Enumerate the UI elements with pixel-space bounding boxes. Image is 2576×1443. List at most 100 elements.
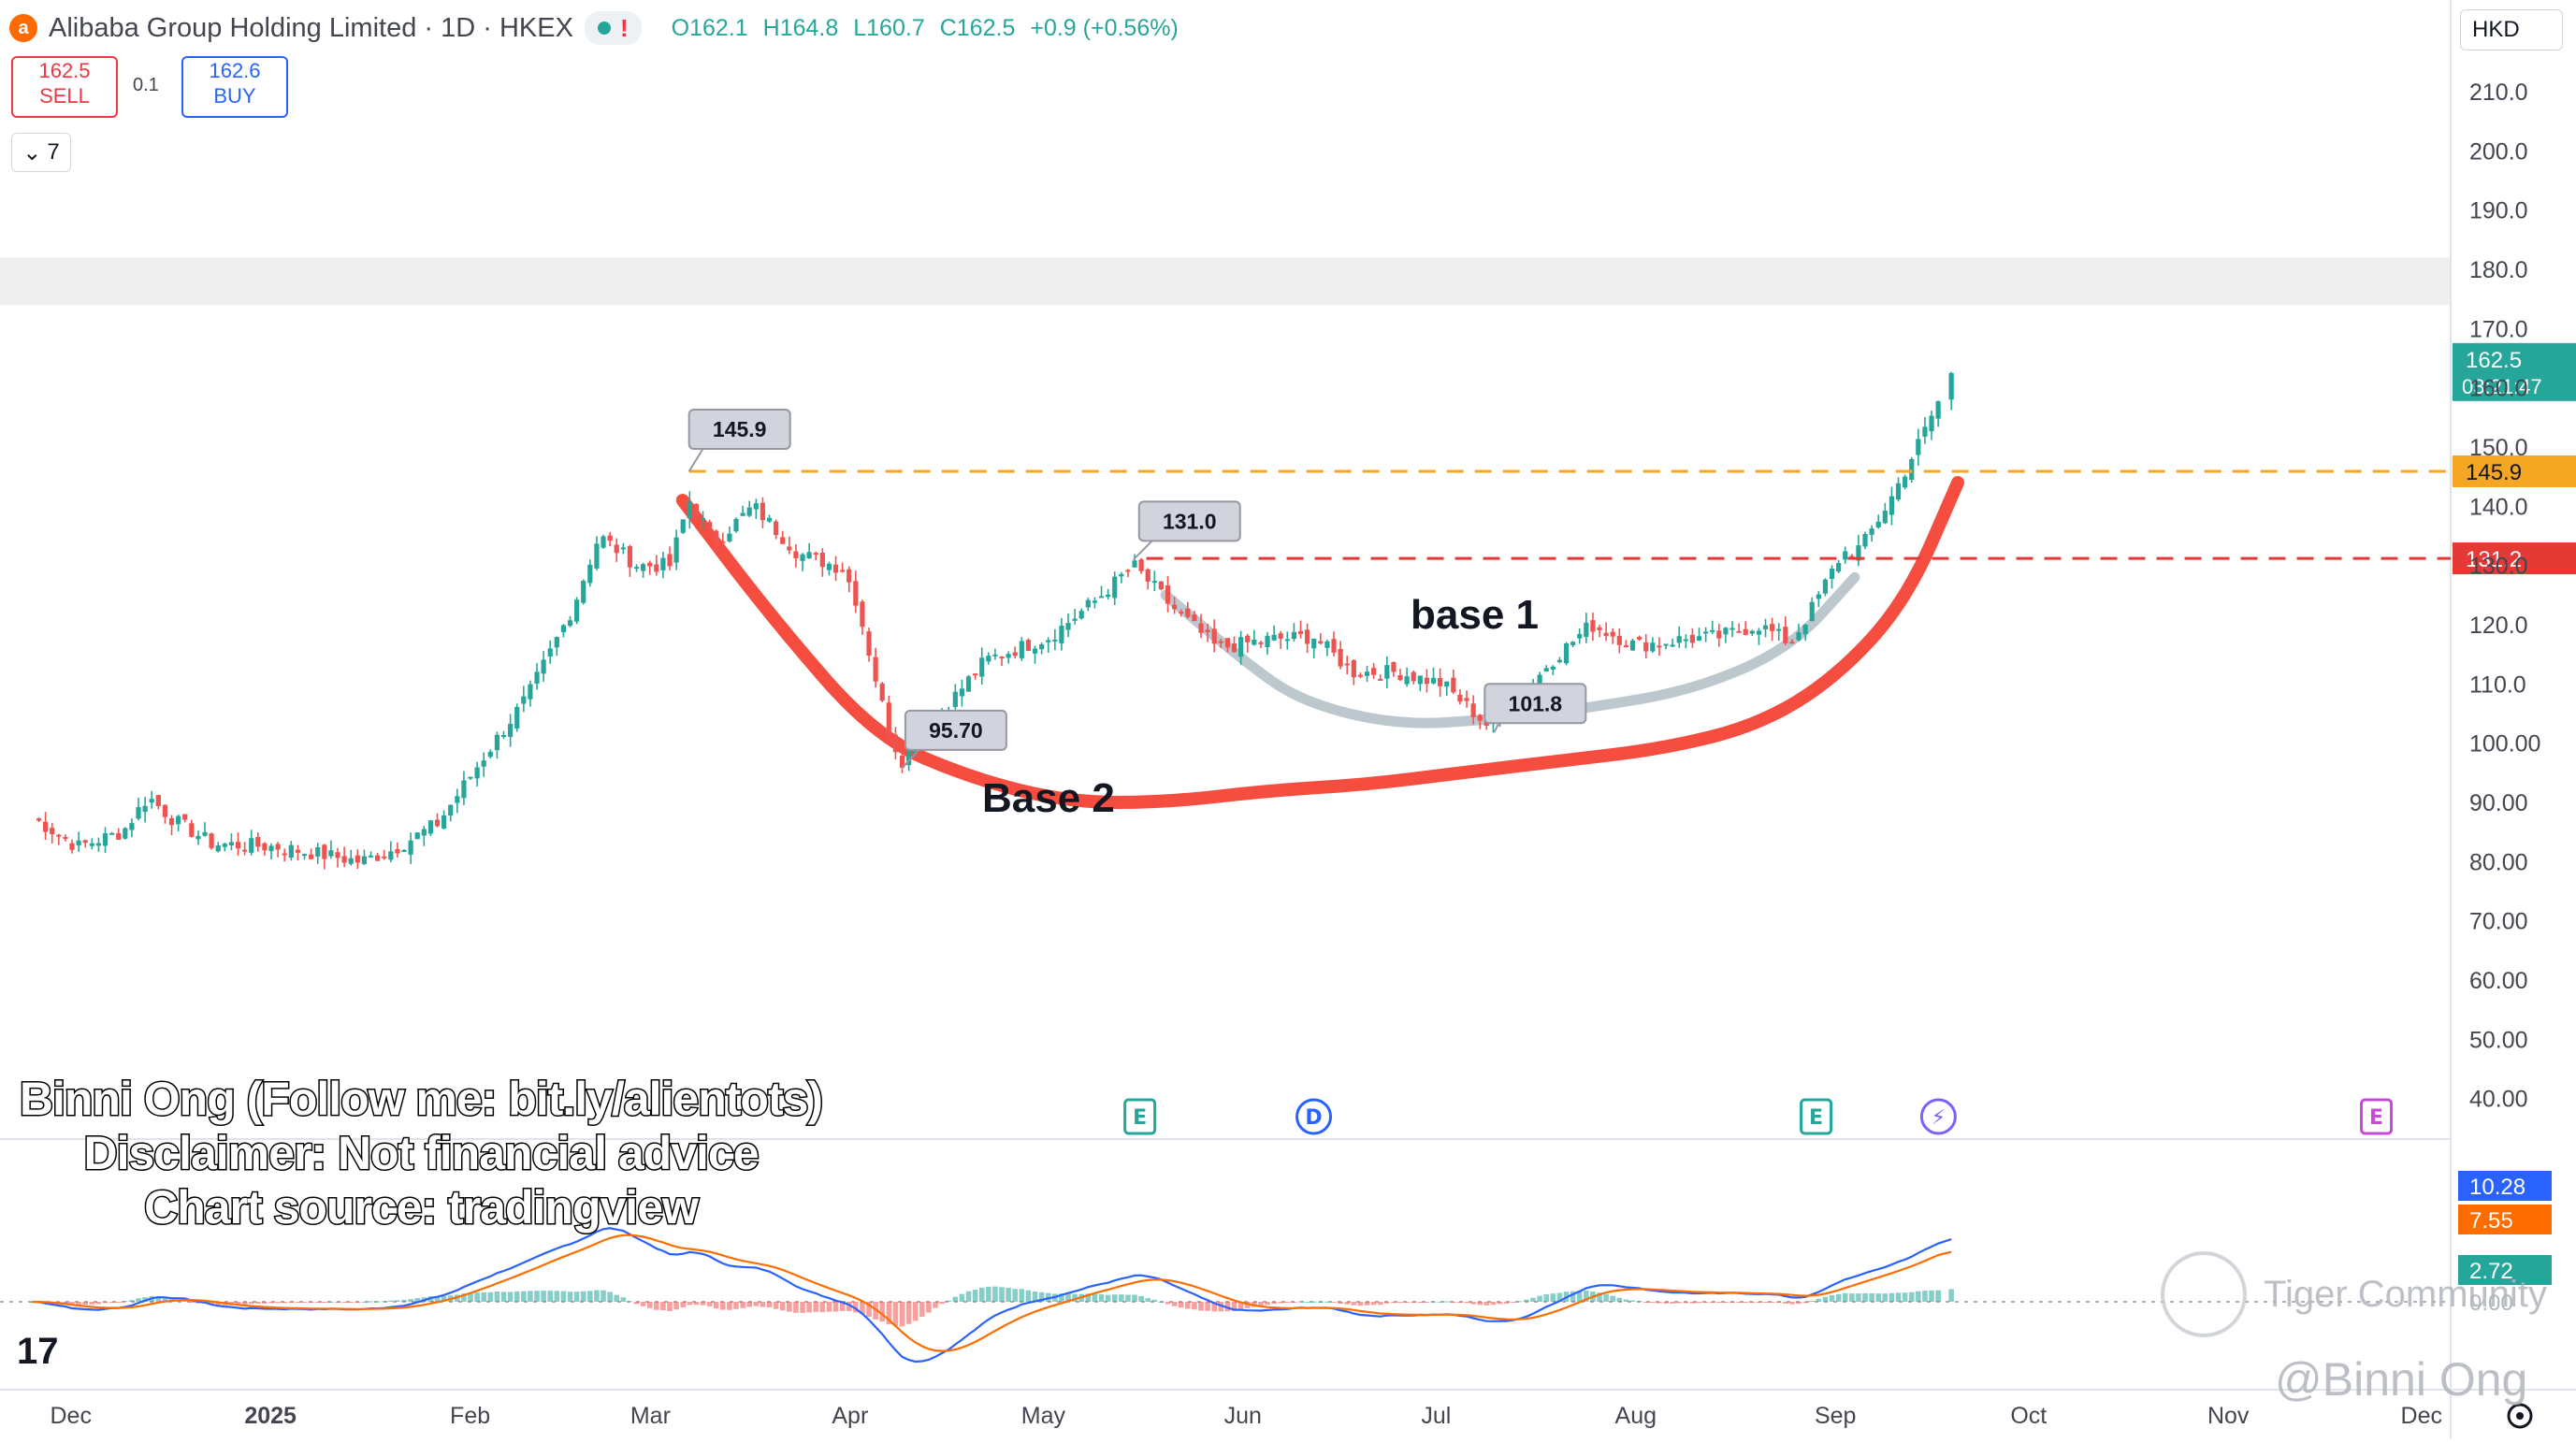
symbol-title[interactable]: Alibaba Group Holding Limited · 1D · HKE… [49,12,573,43]
macd-histogram-bar [355,1302,361,1303]
candle-body [693,503,700,518]
candle-body [873,657,878,682]
macd-histogram-bar [322,1302,327,1303]
macd-histogram-bar [806,1302,812,1313]
macd-histogram-bar [1743,1302,1749,1303]
macd-histogram-bar [1929,1290,1934,1302]
price-tick-label: 160.0 [2469,376,2528,402]
sell-button[interactable]: 162.5 SELL [11,56,118,118]
macd-histogram-bar [1935,1290,1941,1302]
candle-body [355,855,360,863]
alibaba-logo-icon: a [9,14,37,42]
time-tick-label: Oct [2010,1403,2047,1429]
macd-histogram-bar [401,1300,407,1302]
macd-histogram-bar [1224,1302,1231,1312]
caption-line-3: Chart source: tradingview [143,1180,701,1235]
candle-body [1689,634,1696,643]
candle-body [315,847,321,857]
macd-histogram-bar [461,1293,467,1302]
candle-body [965,676,972,692]
macd-histogram-bar [1490,1302,1497,1306]
macd-histogram-bar [594,1290,600,1302]
market-status-pill[interactable]: ! [584,11,642,45]
macd-histogram-bar [1324,1301,1330,1303]
macd-histogram-bar [727,1302,732,1310]
macd-histogram-bar [1629,1300,1636,1302]
candle-body [1258,642,1264,644]
candle-body [1710,629,1715,632]
price-tick-label: 50.00 [2469,1027,2528,1053]
macd-histogram-bar [746,1302,753,1307]
macd-histogram-bar [1284,1302,1291,1303]
candle-body [63,837,68,840]
macd-histogram-bar [939,1302,945,1305]
macd-histogram-bar [1576,1291,1583,1302]
macd-histogram-bar [860,1302,865,1315]
macd-histogram-bar [1510,1302,1516,1303]
candle-body [560,625,567,633]
price-tick-label: 200.0 [2469,138,2528,165]
candle-body [720,541,726,543]
currency-selector[interactable]: HKD [2460,9,2563,51]
macd-histogram-bar [892,1302,899,1326]
candle-body [328,850,334,857]
macd-histogram-bar [341,1302,347,1303]
macd-histogram-bar [1404,1302,1410,1303]
candle-body [986,656,991,662]
price-tick-label: 170.0 [2469,316,2528,342]
macd-histogram-bar [1822,1296,1829,1302]
macd-histogram-bar [95,1302,102,1305]
candle-body [1224,638,1231,648]
spread-value: 0.1 [133,75,159,95]
candle-body [973,673,978,676]
event-label: ⚡ [1932,1106,1946,1130]
macd-histogram-bar [1125,1294,1131,1302]
candle-body [1922,426,1928,437]
candle-body [408,840,413,855]
macd-histogram-bar [1875,1293,1882,1302]
price-tick-label: 40.00 [2469,1087,2528,1113]
candle-body [1903,476,1908,488]
candle-body [448,804,454,815]
candle-body [813,553,818,556]
macd-histogram-bar [1019,1289,1025,1302]
buy-button[interactable]: 162.6 BUY [181,56,288,118]
caption-line-2: Disclaimer: Not financial advice [82,1126,760,1181]
macd-histogram-bar [832,1302,839,1312]
candle-body [1843,551,1848,560]
candle-body [1616,636,1622,645]
candle-body [714,530,719,544]
candle-body [886,702,891,738]
event-label: E [2369,1106,2383,1130]
candle-body [1556,659,1563,663]
macd-histogram-bar [1584,1290,1589,1302]
macd-histogram-bar [1570,1291,1576,1302]
candle-body [1563,643,1570,664]
macd-histogram-bar [301,1302,308,1303]
open-value: 162.1 [689,14,748,41]
candle-body [528,684,533,700]
macd-histogram-bar [1650,1302,1656,1304]
price-tick-label: 150.0 [2469,435,2528,461]
price-tick-label: 140.0 [2469,494,2528,520]
macd-histogram-bar [494,1291,500,1302]
candle-body [1584,622,1589,638]
candle-body [1789,642,1795,644]
candle-body [667,554,673,567]
macd-histogram-bar [853,1302,859,1313]
macd-histogram-bar [1756,1302,1762,1303]
macd-histogram-bar [1278,1302,1284,1304]
macd-histogram-bar [1623,1299,1629,1302]
macd-histogram-bar [601,1290,606,1302]
candle-body [401,849,407,852]
macd-histogram-bar [181,1300,188,1302]
time-tick-label: 2025 [244,1403,297,1429]
candle-body [1796,632,1802,641]
indicators-toggle-button[interactable]: ⌄ 7 [11,133,71,172]
candle-body [1265,635,1270,648]
macd-histogram-bar [1816,1298,1822,1302]
macd-histogram-bar [76,1302,81,1306]
macd-histogram-bar [1775,1302,1782,1303]
